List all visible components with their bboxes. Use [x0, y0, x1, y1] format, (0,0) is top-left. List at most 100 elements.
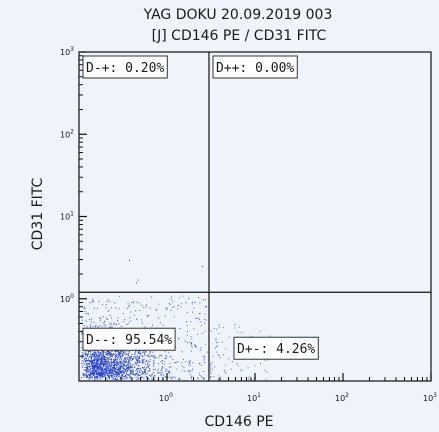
event-dot	[128, 374, 130, 376]
event-dot	[97, 360, 99, 362]
event-dot	[168, 352, 170, 354]
event-dot	[138, 371, 140, 373]
event-dot	[110, 355, 112, 357]
event-dot	[177, 361, 179, 363]
event-dot	[112, 368, 114, 370]
event-dot	[105, 370, 107, 372]
event-dot	[98, 368, 99, 370]
event-dot	[105, 360, 106, 361]
event-dot	[136, 355, 138, 357]
event-dot	[264, 370, 266, 372]
event-dot	[96, 365, 98, 367]
event-dot	[99, 365, 101, 367]
event-dot	[116, 358, 118, 360]
event-dot	[106, 358, 108, 360]
event-dot	[139, 360, 141, 362]
event-dot	[124, 359, 126, 360]
event-dot	[105, 357, 107, 358]
event-dot	[96, 374, 98, 376]
event-dot	[97, 362, 99, 364]
event-dot	[149, 361, 151, 363]
event-dot	[101, 358, 103, 360]
event-dot	[114, 363, 116, 365]
event-dot	[132, 359, 134, 361]
event-dot	[89, 369, 91, 371]
event-dot	[93, 360, 95, 361]
event-dot	[127, 377, 129, 379]
event-dot	[116, 365, 118, 367]
event-dot	[198, 363, 200, 365]
event-dot	[95, 360, 97, 362]
event-dot	[102, 359, 104, 361]
event-dot	[100, 355, 102, 357]
event-dot	[114, 365, 116, 366]
event-dot	[116, 369, 118, 371]
event-dot	[89, 368, 91, 370]
event-dot	[126, 308, 128, 310]
event-dot	[99, 353, 101, 355]
event-dot	[115, 356, 117, 358]
event-dot	[101, 363, 103, 365]
event-dot	[135, 350, 137, 352]
event-dot	[202, 378, 204, 380]
event-dot	[142, 362, 143, 364]
event-dot	[192, 311, 193, 313]
event-dot	[122, 365, 124, 367]
event-dot	[147, 362, 149, 364]
event-dot	[145, 304, 147, 306]
event-dot	[122, 374, 124, 376]
event-dot	[147, 363, 149, 365]
event-dot	[216, 346, 218, 348]
event-dot	[99, 359, 101, 361]
event-dot	[83, 307, 85, 309]
event-dot	[84, 374, 86, 376]
event-dot	[91, 354, 93, 356]
event-dot	[81, 377, 83, 379]
event-dot	[105, 307, 107, 309]
event-dot	[91, 361, 93, 363]
event-dot	[107, 351, 109, 353]
event-dot	[101, 361, 103, 363]
event-dot	[158, 372, 160, 374]
event-dot	[132, 302, 134, 304]
event-dot	[130, 362, 132, 364]
event-dot	[165, 355, 167, 357]
event-dot	[138, 368, 139, 369]
event-dot	[138, 356, 140, 358]
event-dot	[106, 367, 108, 369]
event-dot	[97, 361, 99, 363]
event-dot	[148, 366, 149, 368]
event-dot	[100, 368, 102, 370]
event-dot	[188, 362, 190, 364]
event-dot	[173, 305, 175, 307]
event-dot	[92, 374, 94, 376]
event-dot	[119, 371, 121, 373]
event-dot	[130, 369, 132, 371]
event-dot	[195, 346, 197, 348]
event-dot	[138, 374, 140, 376]
event-dot	[178, 379, 180, 380]
quadrant-label-text: D+-: 4.26%	[237, 342, 315, 357]
event-dot	[162, 366, 164, 368]
event-dot	[96, 355, 98, 356]
event-dot	[86, 366, 88, 367]
event-dot	[93, 366, 95, 368]
event-dot	[191, 338, 193, 340]
event-dot	[86, 367, 88, 369]
event-dot	[218, 324, 220, 326]
event-dot	[130, 370, 132, 372]
event-dot	[125, 357, 127, 359]
event-dot	[191, 342, 193, 344]
event-dot	[88, 366, 90, 368]
event-dot	[109, 376, 110, 378]
event-dot	[114, 350, 116, 352]
event-dot	[92, 365, 94, 367]
event-dot	[150, 355, 152, 357]
event-dot	[154, 375, 156, 376]
event-dot	[89, 350, 91, 352]
event-dot	[157, 357, 159, 359]
event-dot	[117, 368, 118, 370]
event-dot	[114, 362, 116, 364]
event-dot	[152, 355, 153, 357]
event-dot	[134, 352, 136, 354]
